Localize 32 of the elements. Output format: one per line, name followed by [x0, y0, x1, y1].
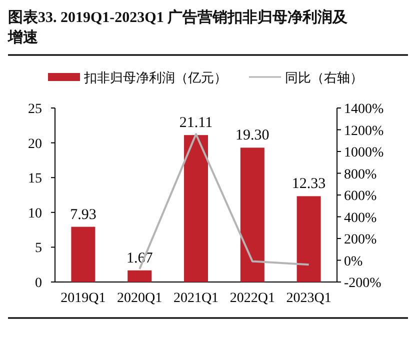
y-tick-label: 10 [28, 206, 42, 222]
y-tick-label: 20 [28, 136, 42, 152]
x-tick-label: 2020Q1 [117, 291, 162, 306]
y2-tick-label: 0% [344, 254, 363, 270]
x-tick-label: 2022Q1 [230, 291, 275, 306]
y2-tick-label: 200% [344, 232, 377, 248]
x-tick-label: 2021Q1 [173, 291, 219, 306]
y2-tick-label: 600% [344, 189, 377, 204]
bar [71, 226, 96, 282]
data-label: 21.11 [179, 115, 213, 132]
y2-tick-label: 800% [344, 167, 377, 182]
bar [128, 270, 152, 282]
data-label: 19.30 [236, 128, 270, 144]
x-tick-label: 2019Q1 [60, 291, 106, 306]
bar [184, 135, 208, 282]
y2-tick-label: 1000% [344, 146, 384, 160]
y-tick-label: 5 [35, 241, 42, 256]
y-tick-label: 25 [28, 102, 42, 117]
legend-label: 同比（右轴） [285, 70, 363, 85]
legend-label: 扣非归母净利润（亿元） [83, 70, 227, 85]
y-tick-label: 15 [28, 172, 42, 187]
data-label: 12.33 [292, 176, 326, 192]
bar [296, 196, 321, 282]
x-tick-label: 2023Q1 [286, 291, 332, 306]
data-label: 7.93 [70, 206, 96, 223]
y-tick-label: 0 [35, 276, 42, 291]
y2-tick-label: -200% [344, 276, 382, 291]
chart-title: 图表33. 2019Q1-2023Q1 广告营销扣非归母净利润及增速 [7, 8, 349, 46]
y2-tick-label: 1200% [344, 124, 384, 139]
y2-tick-label: 1400% [344, 102, 384, 117]
bar [240, 148, 264, 282]
y2-tick-label: 400% [344, 210, 377, 226]
